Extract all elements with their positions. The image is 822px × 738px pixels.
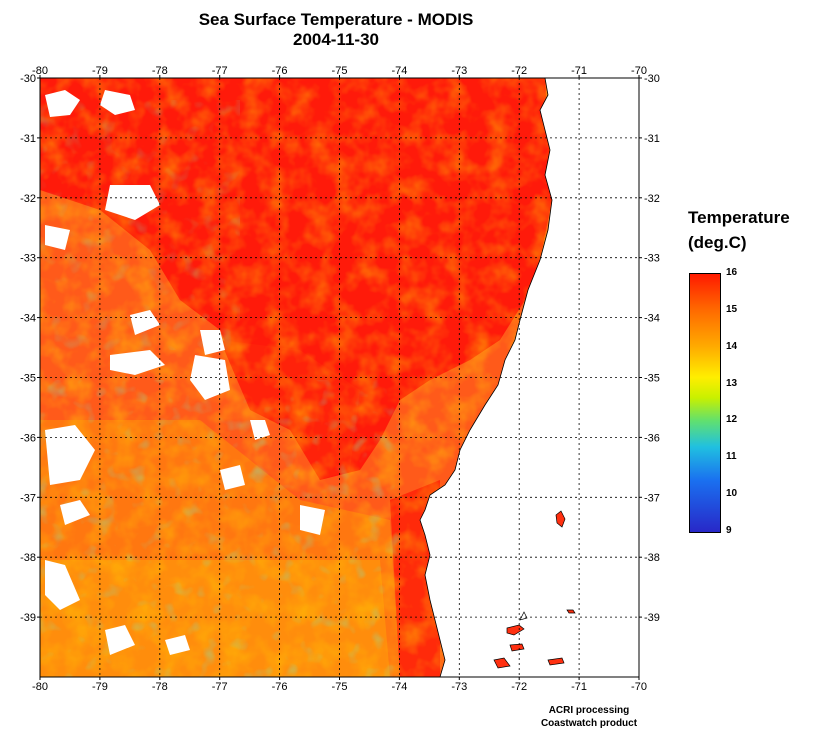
color-scale-tick-label: 10 — [726, 488, 738, 500]
x-tick-label-top: -75 — [332, 65, 348, 77]
y-tick-label-right: -37 — [644, 492, 660, 504]
y-tick-label-left: -39 — [20, 612, 36, 624]
cloud-patches — [45, 90, 325, 655]
color-scale-tick-label: 15 — [726, 303, 738, 315]
land-area — [419, 78, 639, 677]
y-tick-label-right: -30 — [644, 73, 660, 85]
x-tick-label-top: -78 — [152, 65, 168, 77]
y-tick-label-right: -34 — [644, 313, 660, 325]
y-tick-label-left: -38 — [20, 552, 36, 564]
y-tick-label-left: -32 — [20, 193, 36, 205]
x-tick-label-bottom: -70 — [631, 681, 647, 693]
x-tick-label-bottom: -79 — [92, 681, 108, 693]
credit-product: Coastwatch product — [540, 718, 638, 729]
x-tick-label-bottom: -75 — [332, 681, 348, 693]
x-tick-label-top: -77 — [212, 65, 228, 77]
color-scale-tick-label: 16 — [726, 267, 738, 278]
axis-labels: -80 -80 -79 -79 -78 -78 -77 -77 -76 -76 -75 -75 -74 -… — [20, 65, 660, 693]
y-tick-label-left: -37 — [20, 492, 36, 504]
map-title: Sea Surface Temperature - MODIS — [198, 10, 474, 29]
x-tick-label-top: -70 — [631, 65, 647, 77]
color-scale-tick-label: 11 — [726, 451, 737, 463]
x-tick-label-top: -74 — [391, 65, 407, 77]
x-tick-label-top: -79 — [92, 65, 108, 77]
y-tick-label-right: -39 — [644, 612, 660, 624]
color-scale-tick-label: 14 — [726, 340, 738, 352]
x-tick-label-bottom: -80 — [32, 681, 48, 693]
credit-processing: ACRI processing — [548, 705, 630, 716]
x-tick-label-top: -71 — [571, 65, 587, 77]
color-scale-tick-label: 13 — [726, 377, 738, 389]
x-tick-label-top: -76 — [272, 65, 288, 77]
x-tick-label-bottom: -72 — [511, 681, 527, 693]
y-tick-label-left: -35 — [20, 373, 36, 385]
y-tick-label-left: -33 — [20, 253, 36, 265]
color-scale-bar — [689, 273, 721, 533]
y-tick-label-right: -36 — [644, 432, 660, 444]
map-image-area — [40, 78, 639, 677]
x-tick-label-bottom: -71 — [571, 681, 587, 693]
x-tick-label-bottom: -73 — [451, 681, 467, 693]
y-tick-label-right: -33 — [644, 253, 660, 265]
map-date: 2004-11-30 — [292, 30, 380, 49]
x-tick-label-bottom: -74 — [391, 681, 407, 693]
y-tick-label-left: -36 — [20, 432, 36, 444]
color-scale-tick-label: 12 — [726, 414, 738, 426]
x-tick-label-bottom: -78 — [152, 681, 168, 693]
x-tick-label-bottom: -76 — [272, 681, 288, 693]
y-tick-label-right: -31 — [644, 133, 660, 145]
y-tick-label-right: -35 — [644, 373, 660, 385]
x-tick-label-top: -72 — [511, 65, 527, 77]
x-tick-label-bottom: -77 — [212, 681, 228, 693]
legend-title: Temperature — [688, 208, 790, 227]
x-tick-label-top: -73 — [451, 65, 467, 77]
y-tick-label-left: -30 — [20, 73, 36, 85]
color-scale-tick-label: 9 — [726, 525, 732, 536]
y-tick-label-left: -34 — [20, 313, 36, 325]
legend-units: (deg.C) — [688, 233, 747, 252]
y-tick-label-left: -31 — [20, 133, 36, 145]
x-tick-label-top: -80 — [32, 65, 48, 77]
y-tick-label-right: -38 — [644, 552, 660, 564]
y-tick-label-right: -32 — [644, 193, 660, 205]
